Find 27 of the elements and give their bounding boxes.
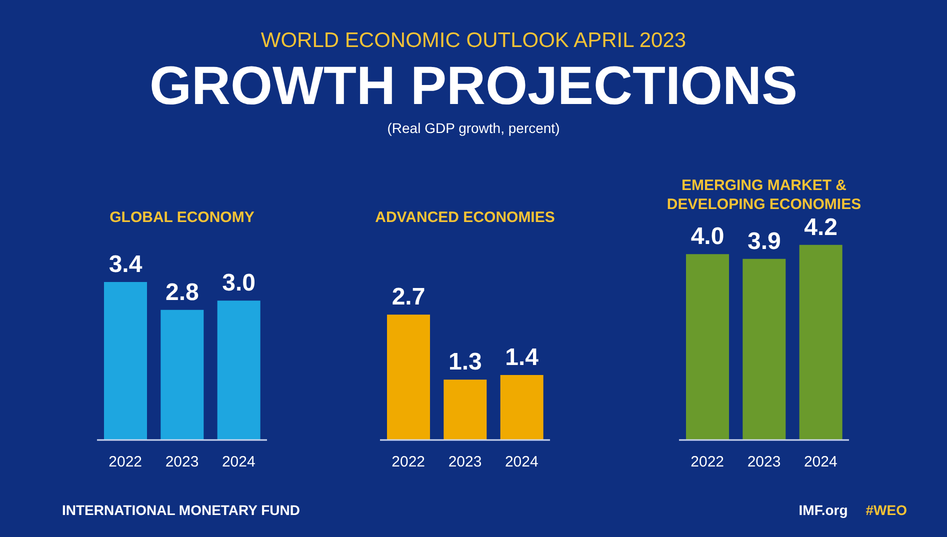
text: (Real GDP growth, percent)	[386, 119, 561, 138]
text: IMF.org	[798, 502, 848, 518]
chart-title: EMERGING MARKET & DEVELOPING ECONOMIES	[666, 176, 862, 214]
x-tick-label: 2022	[108, 454, 142, 471]
x-tick-label: 2023	[747, 454, 781, 471]
data-label: 4.2	[804, 214, 838, 241]
chart-title: ADVANCED ECONOMIES	[374, 208, 556, 227]
x-tick-label: 2023	[165, 454, 199, 471]
x-tick-label: 2024	[804, 454, 838, 471]
data-label: 4.0	[690, 223, 724, 250]
text: WORLD ECONOMIC OUTLOOK APRIL 2023	[260, 28, 688, 54]
chart-title: GLOBAL ECONOMY	[108, 208, 256, 227]
data-label: 1.4	[505, 344, 540, 371]
x-tick-label: 2022	[392, 454, 426, 471]
x-tick-label: 2022	[690, 454, 724, 471]
x-tick-label: 2023	[448, 454, 482, 471]
x-tick-label: 2024	[222, 454, 256, 471]
text: #WEO	[866, 502, 907, 518]
data-label: 3.0	[222, 270, 256, 297]
data-label: 3.9	[747, 228, 781, 255]
data-label: 2.7	[392, 284, 426, 311]
text: INTERNATIONAL MONETARY FUND	[62, 502, 300, 518]
text: GROWTH PROJECTIONS	[148, 55, 799, 118]
data-label: 2.8	[165, 278, 199, 306]
x-tick-label: 2024	[504, 454, 538, 471]
data-label: 1.3	[448, 348, 482, 376]
data-label: 3.4	[108, 251, 143, 278]
